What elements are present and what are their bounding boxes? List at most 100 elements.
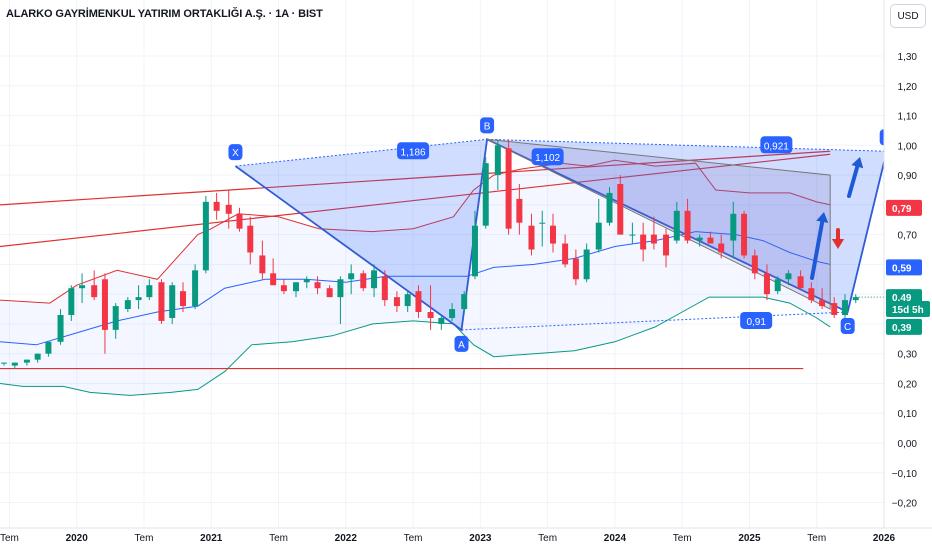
candle-body[interactable] [617, 184, 624, 235]
candle-body[interactable] [1, 362, 8, 364]
candle-body[interactable] [247, 225, 254, 253]
candle-body[interactable] [797, 276, 804, 289]
time-tick-label: Tem [135, 533, 154, 544]
candle-body[interactable] [707, 237, 714, 244]
candle-body[interactable] [404, 294, 411, 307]
candle-body[interactable] [381, 276, 388, 301]
candle-body[interactable] [528, 225, 535, 250]
price-tick-label: 0,70 [898, 231, 918, 242]
candle-body[interactable] [259, 255, 266, 274]
candle-body[interactable] [112, 306, 119, 330]
candle-body[interactable] [438, 317, 445, 324]
price-tick-label: 0,90 [898, 171, 918, 182]
candle-body[interactable] [371, 270, 378, 289]
candle-body[interactable] [774, 279, 781, 292]
candle-body[interactable] [461, 294, 468, 310]
candle-body[interactable] [741, 213, 748, 256]
candle-body[interactable] [650, 234, 657, 244]
candle-body[interactable] [751, 255, 758, 274]
candle-body[interactable] [293, 282, 300, 292]
candle-body[interactable] [213, 201, 220, 211]
candle-body[interactable] [718, 243, 725, 253]
pattern-bd-dotted [487, 138, 887, 152]
candle-body[interactable] [516, 198, 523, 223]
candle-body[interactable] [225, 204, 232, 214]
candle-body[interactable] [673, 210, 680, 241]
candle-body[interactable] [393, 297, 400, 307]
candle-body[interactable] [730, 213, 737, 241]
candle-body[interactable] [236, 213, 243, 229]
candle-body[interactable] [684, 210, 691, 241]
candle-body[interactable] [158, 282, 165, 321]
pattern-point-label: A [458, 340, 465, 351]
candle-body[interactable] [34, 353, 41, 360]
price-badge-label: 0,59 [892, 263, 912, 274]
price-tick-label: 1,20 [898, 82, 918, 93]
pattern-point-badge [228, 144, 243, 161]
time-tick-label: Tem [269, 533, 288, 544]
candle-body[interactable] [179, 291, 186, 307]
candle-body[interactable] [572, 258, 579, 280]
candle-body[interactable] [562, 243, 569, 265]
pattern-point-badge [480, 117, 495, 134]
candle-body[interactable] [124, 300, 131, 310]
candle-body[interactable] [505, 148, 512, 229]
candle-body[interactable] [348, 273, 355, 280]
chart-title: ALARKO GAYRİMENKUL YATIRIM ORTAKLIĞI A.Ş… [6, 8, 323, 20]
candle-body[interactable] [192, 270, 199, 307]
candle-body[interactable] [202, 201, 209, 271]
candle-body[interactable] [550, 225, 557, 244]
candle-body[interactable] [270, 273, 277, 286]
candle-body[interactable] [326, 288, 333, 298]
candle-body[interactable] [146, 285, 153, 298]
candle-body[interactable] [57, 314, 64, 342]
candle-body[interactable] [23, 359, 30, 363]
candle-body[interactable] [101, 279, 108, 330]
time-tick-label: 2021 [200, 533, 223, 544]
candle-body[interactable] [11, 362, 18, 366]
candle-body[interactable] [449, 309, 456, 318]
candle-body[interactable] [696, 237, 703, 241]
candle-body[interactable] [539, 222, 546, 224]
candle-body[interactable] [841, 300, 848, 315]
candle-body[interactable] [135, 297, 142, 301]
candle-body[interactable] [819, 300, 826, 307]
candle-body[interactable] [79, 285, 86, 289]
candle-body[interactable] [640, 234, 647, 250]
candle-body[interactable] [629, 234, 636, 236]
candle-body[interactable] [595, 222, 602, 250]
price-tick-label: −0,20 [892, 499, 918, 510]
candle-body[interactable] [852, 297, 859, 301]
candle-body[interactable] [583, 249, 590, 280]
candle-body[interactable] [785, 273, 792, 280]
candle-body[interactable] [663, 234, 670, 256]
candle-body[interactable] [831, 303, 838, 315]
price-tick-label: −0,10 [892, 469, 918, 480]
candle-body[interactable] [337, 279, 344, 298]
candle-body[interactable] [91, 285, 98, 298]
candle-body[interactable] [169, 285, 176, 318]
candle-body[interactable] [606, 192, 613, 223]
pattern-ac-dotted [461, 311, 848, 331]
price-tick-label: 0,30 [898, 350, 918, 361]
candle-body[interactable] [808, 288, 815, 301]
price-tick-label: 1,30 [898, 52, 918, 63]
trend-line[interactable] [0, 153, 831, 248]
time-tick-label: 2020 [66, 533, 89, 544]
candle-body[interactable] [763, 273, 770, 295]
candle-body[interactable] [494, 145, 501, 176]
candle-body[interactable] [303, 279, 310, 283]
candle-body[interactable] [360, 273, 367, 289]
candle-body[interactable] [427, 312, 434, 318]
candle-body[interactable] [45, 341, 52, 354]
candle-body[interactable] [314, 282, 321, 289]
candle-body[interactable] [482, 163, 489, 226]
currency-button[interactable]: USD [890, 4, 926, 28]
candle-body[interactable] [280, 285, 287, 292]
candle-body[interactable] [68, 288, 75, 315]
candle-body[interactable] [471, 225, 478, 277]
candle-body[interactable] [415, 291, 422, 313]
ratio-label: 1,186 [401, 147, 426, 158]
